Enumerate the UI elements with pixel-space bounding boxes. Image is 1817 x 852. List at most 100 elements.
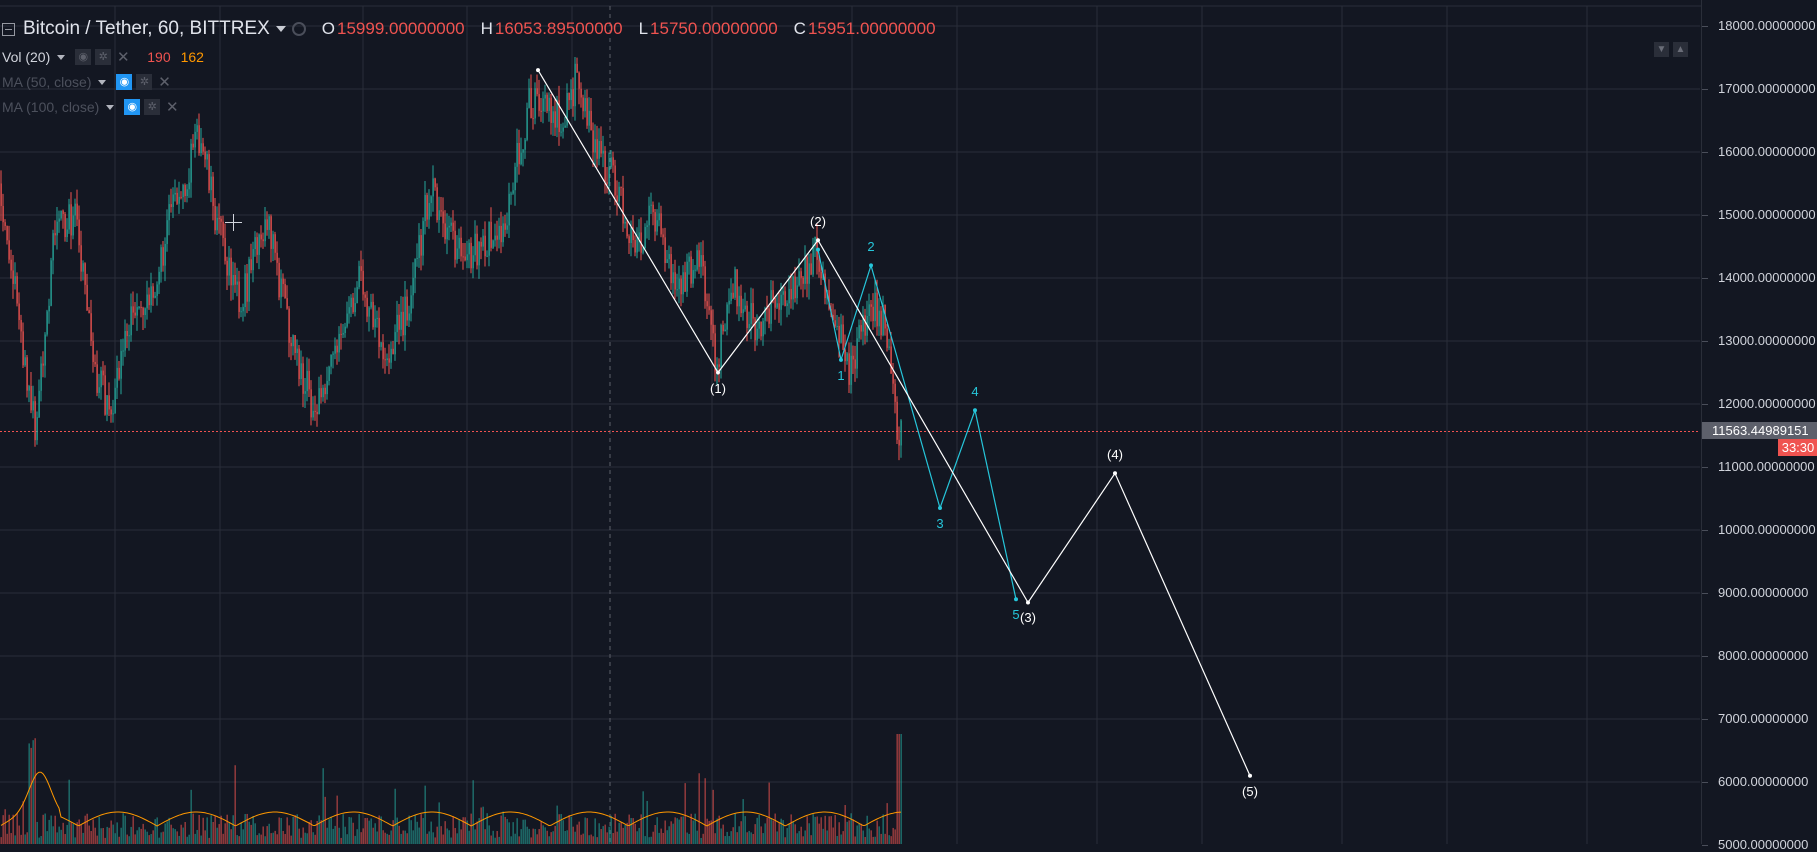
price-tick-label: 13000.00000000: [1718, 333, 1816, 348]
subwave-line-point: [1014, 597, 1018, 602]
candle-body: [880, 310, 882, 336]
candle-body: [524, 139, 526, 150]
candle-body: [326, 380, 328, 395]
volume-bar: [452, 816, 454, 844]
close-icon[interactable]: ✕: [116, 48, 130, 66]
candle-body: [674, 272, 676, 290]
price-tick-label: 16000.00000000: [1718, 144, 1816, 159]
volume-bar: [588, 835, 590, 844]
volume-bar: [154, 819, 156, 844]
volume-bar: [402, 830, 404, 844]
candle-body: [418, 235, 420, 258]
volume-bar: [106, 826, 108, 844]
volume-bar: [558, 814, 560, 844]
volume-bar: [132, 816, 134, 844]
candle-body: [290, 342, 292, 347]
volume-bar: [844, 805, 846, 844]
volume-bar: [294, 815, 296, 844]
volume-bar: [830, 816, 832, 844]
volume-bar: [310, 820, 312, 844]
volume-bar: [576, 824, 578, 844]
price-tick-mark: [1702, 341, 1708, 342]
candle-body: [508, 193, 510, 226]
volume-bar: [188, 834, 190, 844]
volume-series: [0, 734, 902, 844]
candle-body: [898, 439, 900, 446]
candle-body: [798, 271, 800, 286]
symbol-title[interactable]: Bitcoin / Tether, 60, BITTREX: [23, 18, 270, 39]
visibility-eye-icon[interactable]: ◉: [124, 99, 141, 115]
volume-bar: [730, 831, 732, 844]
volume-bar: [802, 836, 804, 844]
scroll-up-icon[interactable]: ▲: [1673, 42, 1688, 57]
volume-bar: [18, 825, 20, 844]
volume-bar: [878, 826, 880, 844]
candle-body: [434, 178, 436, 188]
chevron-down-icon[interactable]: [57, 54, 66, 60]
volume-bar: [504, 816, 506, 844]
settings-gear-icon[interactable]: ✲: [144, 99, 161, 115]
volume-bar: [704, 778, 706, 844]
candle-body: [452, 222, 454, 231]
volume-bar: [174, 829, 176, 844]
subwave-label-5[interactable]: 5: [1012, 607, 1020, 623]
candle-body: [88, 310, 90, 314]
candle-body: [764, 308, 766, 321]
volume-bar: [48, 819, 50, 844]
candle-body: [134, 312, 136, 316]
volume-bar: [480, 807, 482, 844]
volume-bar: [886, 803, 888, 844]
settings-icon[interactable]: [291, 22, 306, 36]
volume-bar: [794, 824, 796, 844]
scroll-down-icon[interactable]: ▼: [1654, 42, 1669, 57]
volume-bar: [768, 782, 770, 844]
wave-label-4[interactable]: (4): [1107, 447, 1123, 463]
volume-bar: [706, 818, 708, 844]
volume-bar: [756, 817, 758, 844]
wave-label-1[interactable]: (1): [710, 380, 726, 396]
visibility-eye-icon[interactable]: ◉: [75, 49, 92, 65]
candle-body: [8, 240, 10, 260]
volume-bar: [710, 820, 712, 844]
volume-ma-line: [0, 771, 902, 827]
candle-body: [878, 310, 880, 327]
chevron-down-icon[interactable]: [275, 26, 286, 32]
candle-body: [398, 314, 400, 330]
volume-bar: [348, 816, 350, 844]
volume-bar: [726, 831, 728, 844]
wave-label-3[interactable]: (3): [1020, 610, 1036, 626]
visibility-eye-icon[interactable]: ◉: [116, 74, 133, 90]
price-axis[interactable]: 18000.00000000 17000.00000000 16000.000000…: [1701, 0, 1817, 852]
volume-bar: [290, 835, 292, 844]
wave-label-5[interactable]: (5): [1242, 783, 1258, 799]
collapse-legend-icon[interactable]: [2, 22, 15, 36]
candle-body: [710, 310, 712, 325]
subwave-label-4[interactable]: 4: [971, 384, 979, 400]
ma50-indicator-label[interactable]: MA (50, close): [2, 74, 92, 90]
candle-body: [148, 294, 150, 306]
settings-gear-icon[interactable]: ✲: [95, 49, 112, 65]
subwave-label-2[interactable]: 2: [867, 239, 875, 255]
candle-body: [598, 140, 600, 159]
volume-bar: [312, 832, 314, 844]
close-icon[interactable]: ✕: [158, 73, 171, 91]
chevron-down-icon[interactable]: [98, 79, 107, 85]
subwave-label-1[interactable]: 1: [837, 367, 845, 383]
volume-bar: [428, 831, 430, 844]
volume-indicator-label[interactable]: Vol (20): [2, 49, 51, 65]
price-tick-mark: [1702, 152, 1708, 153]
ma100-indicator-label[interactable]: MA (100, close): [2, 99, 100, 115]
candle-body: [300, 363, 302, 379]
volume-bar: [754, 824, 756, 844]
elliott-wave-drawings[interactable]: [536, 68, 1252, 778]
wave-label-2[interactable]: (2): [810, 214, 826, 230]
volume-bar: [274, 830, 276, 844]
candle-body: [240, 311, 242, 313]
settings-gear-icon[interactable]: ✲: [136, 74, 153, 90]
candle-body: [216, 217, 218, 231]
close-icon[interactable]: ✕: [165, 98, 179, 116]
volume-bar: [406, 833, 408, 844]
chevron-down-icon[interactable]: [106, 104, 115, 110]
subwave-label-3[interactable]: 3: [936, 515, 944, 531]
